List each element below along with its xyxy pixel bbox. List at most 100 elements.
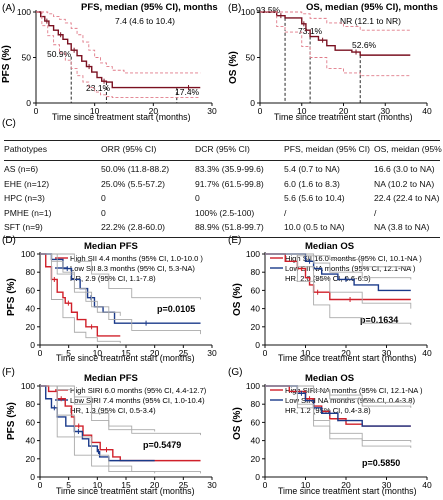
table-row: AS (n=6) 50.0% (11.8-88.2) 83.3% (35.9-99.… [4, 164, 440, 177]
table-row: SFT (n=9) 22.2% (2.8-60.0) 88.9% (51.8-99.… [4, 222, 440, 235]
panel-a: (A) PFS (%) PFS, median (95% CI), months… [1, 2, 218, 122]
series-line-g-6 [265, 385, 412, 448]
pvalue-f: p=0.5479 [143, 440, 181, 450]
series-line-e-1 [265, 253, 411, 301]
y-tick-label-f: 40 [26, 436, 36, 446]
y-tick-label-f: 20 [26, 454, 36, 464]
y-tick-label-f: 60 [26, 417, 36, 427]
x-tick-label-d: 30 [207, 348, 217, 358]
table-row: HPC (n=3) 0 0 5.6 (5.6 to 10.4) 22.4 (22.4 t… [4, 193, 440, 206]
legend-d-2: Low SII 8.3 months (95% CI, 5.3-NA) [70, 264, 195, 273]
legend-f-2: Low SIRI 7.4 months (95% CI, 1.0-10.4) [70, 396, 205, 405]
table-cell: EHE (n=12) [4, 178, 50, 189]
table-cell: 83.3% (35.9-99.6) [195, 164, 264, 174]
plot-g: 0 20 40 60 80 100 0 10 20 30 40 [246, 381, 432, 490]
table-cell: 5.6 (5.6 to 10.4) [284, 193, 345, 203]
table-header-rule [4, 160, 440, 161]
panel-d: (D) PFS (%) Median PFS High SII 4.4 mont… [2, 235, 217, 363]
table-header: OS, meidan (95% CI) [374, 144, 443, 154]
subtitle-b: NR (12.1 to NR) [340, 16, 401, 26]
pvalue-d: p=0.0105 [157, 304, 195, 314]
panel-e: (E) OS (%) Median OS High SII 16.0 month… [228, 235, 432, 363]
y-tick-label-a: 100 [17, 7, 31, 17]
title-e: Median OS [305, 241, 354, 252]
y-tick-label-a: 50 [22, 53, 32, 63]
table-cell: 16.6 (3.0 to NA) [374, 164, 435, 174]
x-tick-label-g: 40 [422, 480, 432, 490]
x-tick-label-d: 5 [66, 348, 71, 358]
table-bottom-rule [4, 237, 440, 238]
table-cell: 0 [101, 207, 106, 218]
table-cell: HPC (n=3) [4, 193, 45, 203]
title-d: Median PFS [84, 241, 138, 252]
x-tick-label-g: 0 [263, 480, 268, 490]
series-line-e-2 [265, 253, 411, 292]
series-line-b-2 [260, 11, 411, 31]
title-a: PFS, median (95% CI), months [81, 2, 218, 13]
panel-label-f: (F) [2, 367, 15, 378]
x-tick-label-d: 10 [93, 348, 103, 358]
legend-g-2: Low SIRI NA months (95% CI, 0.4-3.8) [285, 396, 415, 405]
x-tick-label-d: 25 [179, 348, 189, 358]
hr-d: HR, 2.9 (95% CI, 1.1-7.8) [70, 274, 156, 283]
annotation-b-3: 52.6% [352, 40, 377, 50]
series-line-d-6 [40, 253, 201, 335]
pvalue-e: p=0.1634 [360, 315, 398, 325]
x-tick-label-e: 0 [263, 348, 268, 358]
x-tick-label-e: 40 [422, 348, 432, 358]
xlabel-e: Time since treatment start (months) [278, 353, 417, 363]
annotation-a-3: 17.4% [175, 87, 200, 97]
y-tick-label-b: 100 [241, 7, 255, 17]
table-cell: SFT (n=9) [4, 222, 43, 232]
x-tick-label-g: 20 [341, 480, 351, 490]
y-tick-label-g: 100 [246, 381, 260, 391]
annotation-b-1: 93.5% [256, 5, 281, 15]
x-tick-label-f: 20 [150, 480, 160, 490]
table-header: DCR (95% CI) [195, 144, 250, 154]
series-line-a-1 [36, 11, 201, 89]
series-line-f-6 [40, 385, 156, 474]
table-cell: 10.0 (0.5 to NA) [284, 222, 345, 232]
title-b: OS, median (95% CI), months [306, 2, 438, 13]
table-cell: PMHE (n=1) [4, 207, 52, 218]
ylabel-a: PFS (%) [1, 45, 12, 83]
y-tick-label-b: 50 [246, 53, 256, 63]
panel-label-b: (B) [228, 3, 241, 14]
x-tick-label-f: 10 [93, 480, 103, 490]
series-line-b-1 [260, 11, 411, 56]
y-tick-label-b: 0 [250, 98, 255, 108]
y-tick-label-f: 0 [30, 472, 35, 482]
ylabel-e: OS (%) [232, 283, 243, 316]
table-cell: / [284, 207, 287, 218]
legend-f-1: High SIRI 6.0 months (95% CI, 4.4-12.7) [70, 386, 207, 395]
plot-e: 0 20 40 60 80 100 0 10 20 30 40 [246, 249, 432, 358]
x-tick-label-f: 15 [121, 480, 131, 490]
table-cell: NA (10.2 to NA) [374, 178, 435, 189]
subtitle-a: 7.4 (4.6 to 10.4) [115, 16, 175, 26]
panel-label-a: (A) [2, 3, 15, 14]
x-tick-label-b: 30 [381, 106, 391, 116]
series-line-e-4 [265, 253, 412, 325]
pvalue-g: p=0.5850 [362, 458, 400, 468]
y-tick-label-g: 0 [255, 472, 260, 482]
y-tick-label-e: 20 [251, 322, 261, 332]
table-top-rule [4, 140, 440, 141]
y-tick-label-f: 100 [21, 381, 35, 391]
ylabel-g: OS (%) [232, 407, 243, 440]
hr-e: HR, 2.0 (95% CI, 0.6-6.5) [285, 274, 371, 283]
x-tick-label-d: 20 [150, 348, 160, 358]
series-line-g-5 [265, 385, 412, 408]
panel-b: (B) OS (%) OS, median (95% CI), months N… [228, 2, 438, 122]
table-row: EHE (n=12) 25.0% (5.5-57.2) 91.7% (61.5-99… [4, 179, 440, 192]
table-cell: 22.2% (2.8-60.0) [101, 222, 166, 232]
annotation-a-2: 23.1% [86, 83, 111, 93]
ylabel-b: OS (%) [228, 51, 239, 84]
table-cell: 50.0% (11.8-88.2) [101, 164, 170, 174]
table-cell: 91.7% (61.5-99.8) [195, 178, 264, 189]
y-tick-label-a: 0 [26, 98, 31, 108]
panel-label-c: (C) [2, 118, 16, 129]
table-header: ORR (95% CI) [101, 144, 157, 154]
y-tick-label-e: 40 [251, 304, 261, 314]
y-tick-label-d: 100 [21, 249, 35, 259]
panel-label-e: (E) [228, 235, 241, 246]
